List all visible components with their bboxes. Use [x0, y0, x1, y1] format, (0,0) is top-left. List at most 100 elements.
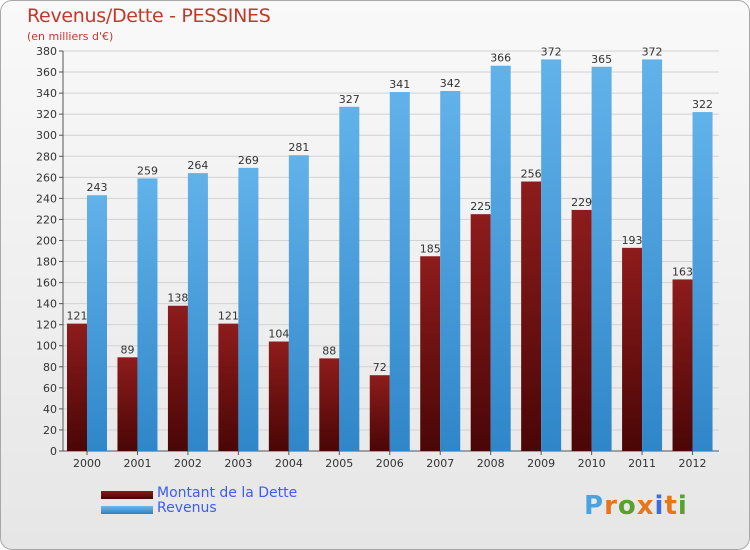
bar-dette: [67, 323, 87, 451]
data-label-dette: 193: [622, 234, 643, 247]
bar-revenus: [591, 66, 612, 451]
data-label-revenus: 366: [490, 52, 511, 65]
y-tick-label: 20: [43, 424, 57, 437]
data-label-dette: 138: [167, 292, 188, 305]
legend-label-revenus: Revenus: [157, 500, 217, 516]
y-tick-label: 140: [36, 298, 57, 311]
logo-letter: x: [636, 491, 655, 521]
x-tick-label: 2006: [376, 457, 404, 470]
y-tick-label: 220: [36, 213, 57, 226]
data-label-revenus: 264: [187, 159, 208, 172]
data-label-dette: 104: [268, 328, 289, 341]
y-tick-label: 180: [36, 256, 57, 269]
x-tick-label: 2010: [578, 457, 606, 470]
bar-revenus: [490, 65, 511, 451]
data-label-dette: 225: [470, 200, 491, 213]
bar-revenus: [440, 91, 461, 451]
data-label-dette: 256: [521, 168, 542, 181]
x-tick-label: 2008: [477, 457, 505, 470]
y-tick-label: 280: [36, 150, 57, 163]
data-label-revenus: 281: [288, 141, 309, 154]
y-tick-label: 0: [50, 445, 57, 458]
x-tick-label: 2003: [224, 457, 252, 470]
bar-revenus: [642, 59, 663, 451]
data-label-dette: 185: [420, 242, 441, 255]
legend-swatch-dette: [101, 491, 153, 499]
data-label-dette: 163: [672, 265, 693, 278]
bar-dette: [117, 357, 138, 451]
data-label-revenus: 341: [389, 78, 410, 91]
y-tick-label: 340: [36, 87, 57, 100]
data-label-dette: 72: [373, 361, 387, 374]
logo-letter: i: [654, 491, 665, 521]
data-label-revenus: 372: [642, 45, 663, 58]
y-tick-label: 240: [36, 192, 57, 205]
data-label-revenus: 372: [541, 45, 562, 58]
data-label-dette: 89: [120, 343, 134, 356]
bar-dette: [218, 323, 239, 451]
data-label-dette: 121: [67, 310, 88, 323]
logo-letter: i: [677, 491, 688, 521]
x-tick-label: 2004: [275, 457, 303, 470]
y-tick-label: 200: [36, 234, 57, 247]
data-label-revenus: 269: [238, 154, 259, 167]
x-tick-label: 2005: [325, 457, 353, 470]
data-label-revenus: 243: [87, 181, 108, 194]
y-tick-label: 300: [36, 129, 57, 142]
x-tick-label: 2000: [73, 457, 101, 470]
x-tick-label: 2002: [174, 457, 202, 470]
bar-revenus: [339, 106, 360, 451]
legend-label-dette: Montant de la Dette: [157, 485, 298, 501]
y-tick-label: 160: [36, 277, 57, 290]
y-tick-label: 80: [43, 361, 57, 374]
bar-revenus: [541, 59, 562, 451]
y-tick-label: 100: [36, 340, 57, 353]
bar-revenus: [288, 155, 309, 452]
x-tick-label: 2011: [628, 457, 656, 470]
chart-subtitle: (en milliers d'€): [27, 30, 114, 43]
data-label-revenus: 327: [339, 93, 360, 106]
logo-letter: P: [584, 491, 605, 521]
bar-dette: [672, 279, 693, 451]
bar-dette: [369, 375, 390, 451]
bar-dette: [622, 247, 643, 451]
bar-dette: [319, 358, 340, 451]
bar-revenus: [389, 92, 410, 451]
logo-letter: r: [604, 491, 618, 521]
proxiti-logo: Proxiti: [584, 491, 688, 521]
bar-revenus: [137, 178, 158, 452]
legend-swatch-revenus: [101, 506, 153, 514]
bar-dette: [470, 214, 491, 451]
logo-letter: o: [617, 491, 637, 521]
data-label-dette: 229: [571, 196, 592, 209]
data-label-revenus: 365: [591, 53, 612, 66]
bar-dette: [268, 341, 289, 451]
y-tick-label: 120: [36, 319, 57, 332]
bar-revenus: [238, 167, 259, 451]
data-label-revenus: 342: [440, 77, 461, 90]
chart-title: Revenus/Dette - PESSINES: [27, 5, 271, 27]
y-tick-label: 260: [36, 171, 57, 184]
bar-revenus: [187, 173, 208, 451]
bar-dette: [420, 256, 441, 451]
bar-revenus: [692, 112, 713, 451]
y-tick-label: 320: [36, 108, 57, 121]
data-label-dette: 88: [322, 344, 336, 357]
bar-dette: [521, 181, 542, 452]
y-tick-label: 40: [43, 403, 57, 416]
x-tick-label: 2009: [527, 457, 555, 470]
bar-dette: [571, 209, 592, 451]
data-label-revenus: 259: [137, 164, 158, 177]
x-tick-label: 2007: [426, 457, 454, 470]
x-tick-label: 2012: [679, 457, 707, 470]
bar-dette: [167, 305, 188, 451]
bar-revenus: [87, 195, 107, 451]
data-label-revenus: 322: [692, 98, 713, 111]
y-tick-label: 60: [43, 382, 57, 395]
data-label-dette: 121: [218, 310, 239, 323]
x-tick-label: 2001: [123, 457, 151, 470]
y-tick-label: 380: [36, 45, 57, 58]
logo-letter: t: [664, 491, 678, 521]
